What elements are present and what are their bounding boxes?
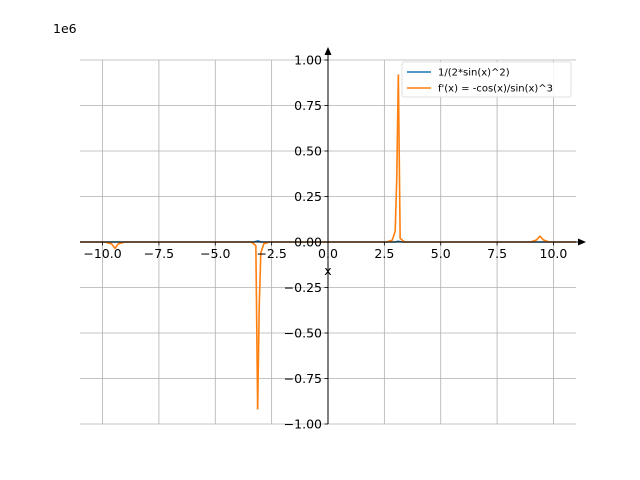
y-axis-arrow [324,47,332,55]
x-axis-arrow [578,238,586,246]
legend: 1/(2*sin(x)^2) f'(x) = -cos(x)/sin(x)^3 [401,61,572,98]
y-tick-label: −0.25 [284,280,322,295]
x-tick-label: −5.0 [200,246,230,261]
legend-label-2: f'(x) = -cos(x)/sin(x)^3 [438,84,553,95]
tick-labels: −10.0 −7.5 −5.0 −2.5 0.0 2.5 5.0 7.5 10.0 1.00 0.7… [83,53,567,432]
y-tick-label: 0.75 [294,98,322,113]
x-tick-label: −10.0 [83,246,121,261]
x-tick-label: 7.5 [487,246,507,261]
x-tick-label: 10.0 [540,246,568,261]
series-line-2 [80,241,259,410]
x-tick-label: −2.5 [256,246,286,261]
series-line-2 [397,74,576,243]
x-axis-label: x [324,263,331,278]
y-tick-label: 0.25 [294,189,322,204]
y-tick-label: 0.00 [294,235,322,250]
legend-label-1: 1/(2*sin(x)^2) [438,68,510,79]
y-tick-label: −0.75 [284,371,322,386]
x-tick-label: 0.0 [318,246,338,261]
y-tick-label: −1.00 [284,417,322,432]
y-tick-label: −0.50 [284,326,322,341]
y-scale-label: 1e6 [53,21,77,36]
legend-box [401,61,572,98]
x-tick-label: 2.5 [374,246,394,261]
x-tick-label: −7.5 [144,246,174,261]
x-tick-label: 5.0 [431,246,451,261]
y-tick-label: 0.50 [294,144,322,159]
axes [80,47,586,425]
y-tick-label: 1.00 [294,53,322,68]
